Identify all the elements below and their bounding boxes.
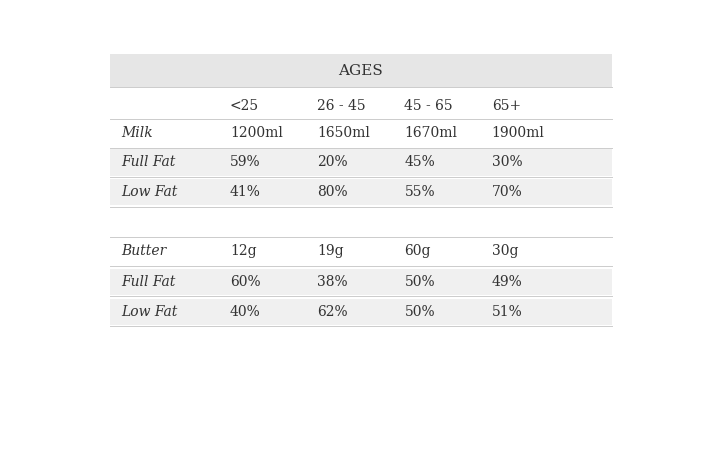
Text: 51%: 51% [491,305,522,319]
Text: Low Fat: Low Fat [121,185,177,199]
Text: 12g: 12g [230,245,256,259]
Text: Full Fat: Full Fat [121,275,175,289]
Text: 65+: 65+ [491,99,521,113]
Text: 45 - 65: 45 - 65 [404,99,453,113]
Text: 30%: 30% [491,155,522,169]
Text: Milk: Milk [121,126,152,140]
Text: AGES: AGES [339,64,383,78]
Text: 80%: 80% [318,185,348,199]
Text: 1900ml: 1900ml [491,126,545,140]
Text: 40%: 40% [230,305,260,319]
Text: 50%: 50% [404,305,435,319]
Text: 60%: 60% [230,275,260,289]
Text: 62%: 62% [318,305,348,319]
Text: 19g: 19g [318,245,344,259]
Text: 45%: 45% [404,155,435,169]
Text: 1650ml: 1650ml [318,126,370,140]
Text: 55%: 55% [404,185,435,199]
Bar [110,269,612,295]
Text: <25: <25 [230,99,259,113]
Text: 1670ml: 1670ml [404,126,458,140]
Text: 60g: 60g [404,245,431,259]
Text: 70%: 70% [491,185,522,199]
Text: 59%: 59% [230,155,260,169]
Text: Low Fat: Low Fat [121,305,177,319]
Text: 30g: 30g [491,245,518,259]
Text: 20%: 20% [318,155,348,169]
Bar [110,149,612,176]
Text: 50%: 50% [404,275,435,289]
Bar [110,54,612,87]
Text: 49%: 49% [491,275,522,289]
Bar [110,299,612,325]
Text: Full Fat: Full Fat [121,155,175,169]
Bar [110,179,612,205]
Text: 38%: 38% [318,275,348,289]
Text: 41%: 41% [230,185,260,199]
Text: 26 - 45: 26 - 45 [318,99,366,113]
Text: Butter: Butter [121,245,166,259]
Text: 1200ml: 1200ml [230,126,283,140]
